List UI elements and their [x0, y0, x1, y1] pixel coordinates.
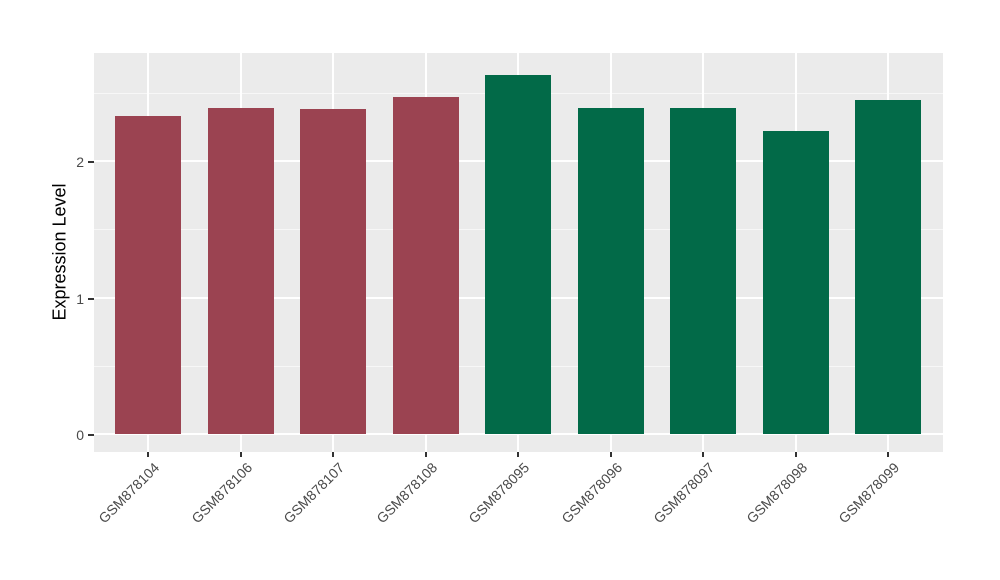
- bar-GSM878106: [208, 108, 274, 434]
- bar-GSM878098: [763, 131, 829, 434]
- bar-GSM878104: [115, 116, 181, 434]
- x-tick-mark-GSM878106: [240, 452, 242, 457]
- x-tick-mark-GSM878108: [425, 452, 427, 457]
- x-tick-mark-GSM878098: [795, 452, 797, 457]
- x-tick-mark-GSM878095: [517, 452, 519, 457]
- bar-GSM878096: [578, 108, 644, 434]
- x-tick-label-text-GSM878108: GSM878108: [373, 459, 441, 527]
- y-tick-label-2: 2: [76, 154, 84, 170]
- bar-GSM878095: [485, 75, 551, 434]
- plot-panel: [94, 53, 943, 452]
- x-tick-label-text-GSM878107: GSM878107: [280, 459, 348, 527]
- bar-GSM878099: [855, 100, 921, 434]
- bar-GSM878097: [670, 108, 736, 434]
- x-tick-mark-GSM878104: [147, 452, 149, 457]
- x-tick-mark-GSM878107: [332, 452, 334, 457]
- x-tick-mark-GSM878096: [610, 452, 612, 457]
- x-tick-mark-GSM878097: [702, 452, 704, 457]
- bar-GSM878107: [300, 109, 366, 434]
- y-tick-mark-0: [88, 434, 94, 436]
- y-tick-mark-1: [88, 298, 94, 300]
- x-tick-label-text-GSM878098: GSM878098: [743, 459, 811, 527]
- y-tick-label-0: 0: [76, 427, 84, 443]
- x-tick-mark-GSM878099: [887, 452, 889, 457]
- x-tick-label-text-GSM878106: GSM878106: [188, 459, 256, 527]
- y-tick-label-1: 1: [76, 291, 84, 307]
- y-tick-mark-2: [88, 161, 94, 163]
- x-tick-label-text-GSM878097: GSM878097: [650, 459, 718, 527]
- bar-GSM878108: [393, 97, 459, 434]
- x-tick-label-text-GSM878104: GSM878104: [95, 459, 163, 527]
- x-tick-label-text-GSM878096: GSM878096: [558, 459, 626, 527]
- x-tick-label-text-GSM878095: GSM878095: [465, 459, 533, 527]
- x-tick-label-text-GSM878099: GSM878099: [835, 459, 903, 527]
